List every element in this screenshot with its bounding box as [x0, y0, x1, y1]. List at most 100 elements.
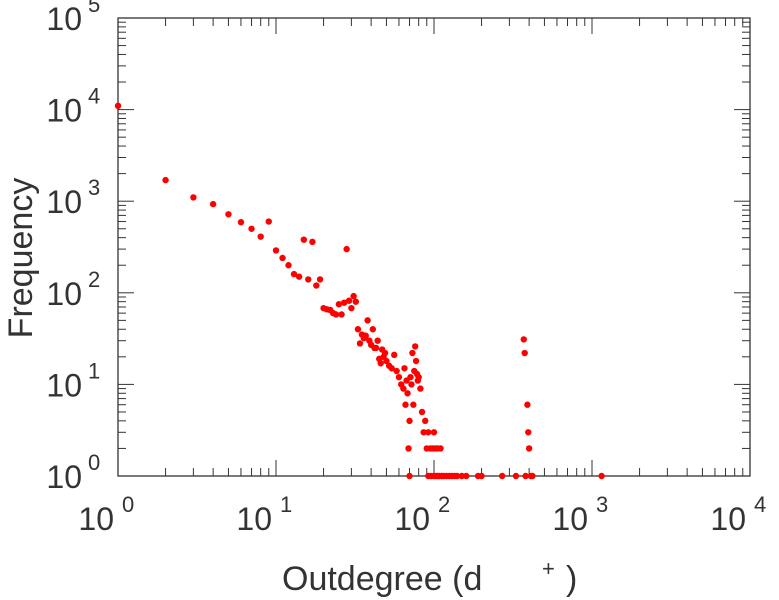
- data-point: [437, 445, 444, 452]
- data-point: [356, 340, 364, 347]
- x-tick-exp: 1: [280, 492, 292, 517]
- data-point: [529, 472, 536, 480]
- y-tick-base: 10: [46, 93, 82, 129]
- data-point: [406, 472, 413, 480]
- data-point: [388, 365, 395, 372]
- x-axis-label-close: ): [566, 560, 577, 598]
- data-point: [463, 472, 470, 480]
- x-tick-label: 10 0: [78, 492, 134, 537]
- y-tick-exp: 0: [88, 450, 100, 475]
- data-point: [309, 238, 316, 246]
- y-tick-exp: 1: [88, 358, 100, 383]
- data-point: [374, 337, 381, 344]
- y-tick-exp: 3: [88, 175, 100, 200]
- data-point: [458, 472, 466, 480]
- data-point: [225, 211, 232, 218]
- x-tick-label: 10 4: [710, 492, 766, 537]
- data-point: [316, 276, 324, 283]
- data-point: [417, 385, 424, 392]
- data-point: [362, 332, 369, 339]
- y-tick-base: 10: [46, 367, 82, 403]
- data-point: [272, 247, 280, 254]
- data-point: [420, 429, 427, 436]
- tick-marks: [117, 18, 750, 477]
- data-point: [408, 381, 415, 388]
- data-point: [425, 429, 432, 436]
- data-point: [520, 336, 527, 343]
- data-point: [393, 367, 400, 375]
- data-point: [405, 445, 412, 452]
- x-tick-exp: 3: [596, 492, 608, 517]
- x-tick-base: 10: [78, 501, 114, 537]
- x-tick-exp: 0: [122, 492, 134, 517]
- data-point: [512, 472, 520, 480]
- data-points: [114, 102, 605, 480]
- data-point: [332, 311, 340, 318]
- y-tick-exp: 4: [88, 84, 100, 109]
- data-point: [162, 176, 169, 184]
- data-point: [209, 200, 217, 208]
- y-tick-base: 10: [46, 1, 82, 37]
- data-point: [401, 365, 408, 372]
- data-point: [295, 273, 303, 280]
- data-point: [410, 401, 417, 408]
- x-tick-label: 10 1: [236, 492, 292, 537]
- data-point: [404, 390, 411, 397]
- data-point: [114, 102, 122, 110]
- y-tick-base: 10: [46, 184, 82, 220]
- data-point: [498, 472, 506, 480]
- data-point: [343, 245, 350, 253]
- data-point: [395, 373, 403, 381]
- y-tick-label: 10 3: [46, 175, 100, 220]
- data-point: [248, 225, 255, 232]
- data-point: [415, 373, 422, 381]
- x-tick-base: 10: [710, 501, 746, 537]
- data-point: [525, 445, 533, 452]
- data-point: [391, 351, 398, 359]
- x-tick-exp: 4: [754, 492, 766, 517]
- y-tick-label: 10 1: [46, 358, 100, 403]
- x-tick-base: 10: [394, 501, 430, 537]
- data-point: [237, 218, 245, 226]
- data-point: [372, 344, 380, 352]
- x-tick-base: 10: [236, 501, 272, 537]
- data-point: [412, 357, 420, 365]
- plot-frame: [117, 17, 751, 477]
- data-point: [340, 299, 348, 306]
- data-point: [453, 472, 461, 480]
- data-point: [279, 254, 286, 262]
- data-point: [406, 417, 413, 425]
- data-point: [364, 317, 371, 324]
- data-point: [402, 401, 409, 408]
- y-tick-exp: 5: [88, 0, 100, 17]
- data-point: [381, 349, 389, 357]
- y-axis-label: Frequency: [2, 178, 40, 339]
- data-point: [422, 417, 429, 425]
- data-point: [400, 385, 407, 392]
- data-point: [524, 401, 531, 408]
- data-point: [525, 429, 532, 436]
- x-axis-label: Outdegree (d: [282, 560, 482, 598]
- data-point: [285, 262, 292, 269]
- y-tick-base: 10: [46, 459, 82, 495]
- data-point: [418, 408, 426, 416]
- data-point: [377, 360, 384, 367]
- data-point: [300, 236, 308, 243]
- y-tick-label: 10 4: [46, 84, 100, 129]
- x-tick-base: 10: [552, 501, 588, 537]
- y-tick-label: 10 0: [46, 450, 100, 495]
- data-point: [338, 311, 345, 318]
- data-point: [409, 349, 416, 357]
- data-point: [352, 298, 360, 305]
- data-point: [354, 326, 362, 333]
- data-point: [478, 472, 485, 480]
- x-tick-label: 10 2: [394, 492, 450, 537]
- x-axis-label-sup: +: [542, 556, 555, 581]
- data-point: [430, 429, 438, 436]
- data-point: [265, 218, 272, 225]
- data-point: [345, 297, 353, 304]
- y-tick-label: 10 5: [46, 0, 100, 37]
- data-point: [257, 233, 264, 240]
- data-point: [190, 194, 197, 201]
